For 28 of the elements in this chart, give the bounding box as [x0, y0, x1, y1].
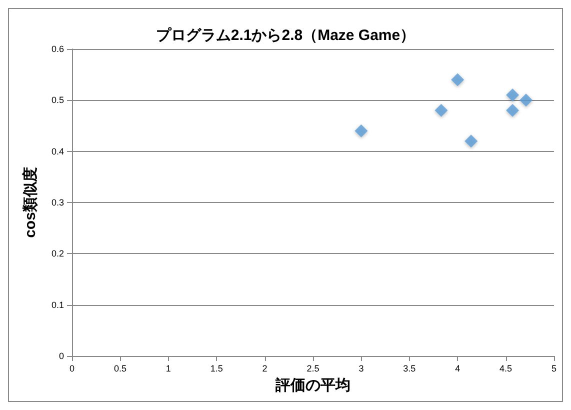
y-tick-label: 0.4	[51, 146, 64, 156]
y-tick-label: 0.1	[51, 300, 64, 310]
y-tick-label: 0.3	[51, 198, 64, 208]
x-axis-title: 評価の平均	[274, 377, 350, 394]
x-tick-label: 0.5	[114, 364, 126, 374]
chart-title: プログラム2.1から2.8（Maze Game）	[156, 27, 416, 44]
y-tick-label: 0.2	[51, 248, 64, 259]
point	[464, 134, 478, 148]
x-tick-label: 1	[166, 364, 171, 374]
x-tick-label: 4.5	[500, 364, 512, 374]
point	[506, 104, 520, 117]
point	[506, 88, 520, 102]
point	[451, 73, 464, 86]
x-tick-label: 3	[358, 364, 364, 374]
x-tick-label: 1.5	[210, 364, 223, 374]
x-tick-label: 2.5	[306, 364, 320, 374]
y-tick-label: 0.5	[51, 95, 64, 106]
y-tick-label: 0.6	[51, 44, 64, 54]
point	[520, 94, 533, 107]
x-tick-label: 5	[551, 364, 557, 374]
point	[434, 104, 448, 117]
x-tick-label: 3.5	[403, 364, 416, 374]
x-tick-label: 4	[455, 364, 460, 374]
y-axis-title: cos類似度	[21, 167, 39, 238]
x-tick-label: 0	[69, 364, 75, 374]
x-tick-label: 2	[262, 364, 268, 374]
y-tick-label: 0	[58, 351, 64, 361]
point	[354, 124, 368, 138]
